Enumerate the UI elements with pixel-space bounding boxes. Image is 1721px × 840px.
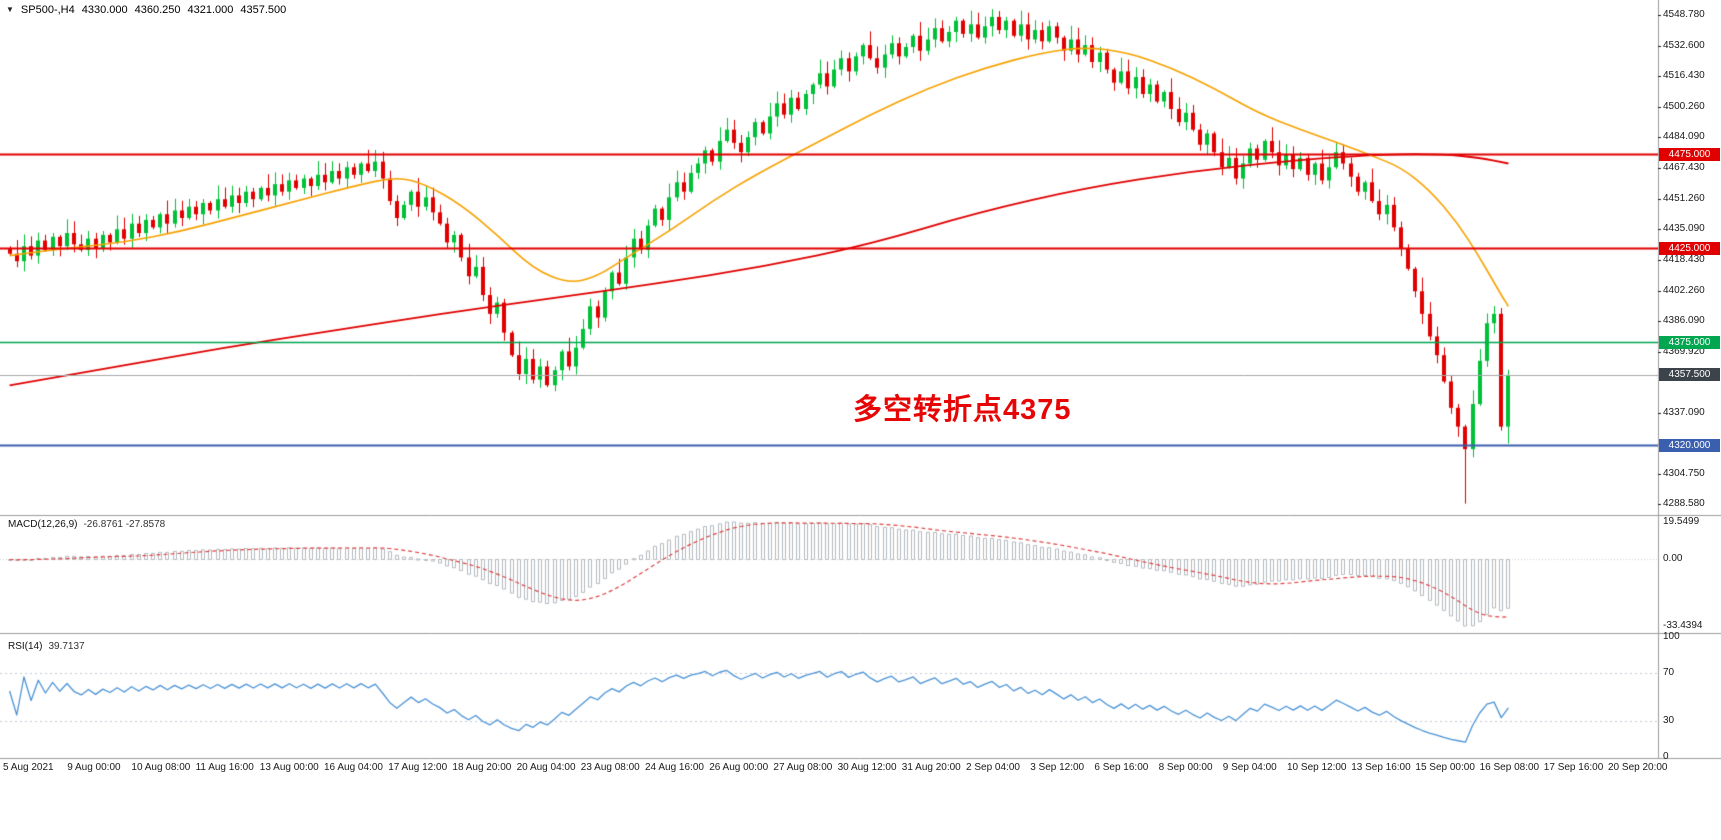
rsi-axis-label: 0 xyxy=(1663,751,1669,762)
macd-axis-label: 0.00 xyxy=(1663,553,1683,565)
time-axis-label: 30 Aug 12:00 xyxy=(837,762,897,773)
macd-indicator-label: MACD(12,26,9) -26.8761 -27.8578 xyxy=(8,519,165,530)
time-axis-label: 5 Aug 2021 xyxy=(3,762,54,773)
price-axis-label: 4532.600 xyxy=(1663,39,1705,51)
price-flag[interactable]: 4320.000 xyxy=(1659,438,1720,452)
time-axis-label: 23 Aug 08:00 xyxy=(580,762,640,773)
macd-axis-label: -33.4394 xyxy=(1663,620,1703,631)
price-axis-label: 4500.260 xyxy=(1663,100,1705,112)
price-flag[interactable]: 4425.000 xyxy=(1659,241,1720,255)
time-axis-label: 11 Aug 16:00 xyxy=(195,762,254,773)
rsi-axis-label: 70 xyxy=(1663,667,1675,678)
time-axis-label: 13 Sep 16:00 xyxy=(1351,762,1411,773)
time-axis-label: 15 Sep 00:00 xyxy=(1415,762,1475,773)
time-axis-label: 27 Aug 08:00 xyxy=(773,762,833,773)
time-axis-label: 9 Aug 00:00 xyxy=(67,762,121,773)
price-axis-label: 4288.580 xyxy=(1663,498,1705,510)
chart-annotation-text[interactable]: 多空转折点4375 xyxy=(853,394,1072,426)
price-axis-label: 4418.430 xyxy=(1663,254,1705,266)
time-axis-label: 24 Aug 16:00 xyxy=(645,762,704,773)
price-axis-label: 4451.260 xyxy=(1663,192,1705,204)
time-axis-label: 31 Aug 20:00 xyxy=(901,762,961,773)
price-flag[interactable]: 4475.000 xyxy=(1659,147,1720,161)
time-axis-label: 20 Aug 04:00 xyxy=(516,762,576,773)
rsi-axis-label: 30 xyxy=(1663,715,1675,726)
macd-label-name: MACD(12,26,9) xyxy=(8,519,78,530)
price-axis-label: 4484.090 xyxy=(1663,131,1705,143)
time-axis-label: 3 Sep 12:00 xyxy=(1030,762,1085,773)
time-axis-label: 17 Sep 16:00 xyxy=(1543,762,1604,773)
time-axis-label: 8 Sep 00:00 xyxy=(1158,762,1213,773)
time-axis-label: 9 Sep 04:00 xyxy=(1222,762,1277,773)
price-axis-label: 4467.430 xyxy=(1663,162,1705,174)
close-value: 4357.500 xyxy=(240,4,287,16)
high-value: 4360.250 xyxy=(134,4,181,16)
low-value: 4321.000 xyxy=(187,4,234,16)
rsi-indicator-label: RSI(14) 39.7137 xyxy=(8,641,85,652)
macd-axis-label: 19.5499 xyxy=(1663,516,1700,527)
dropdown-triangle-icon[interactable]: ▼ xyxy=(6,5,14,14)
macd-label-values: -26.8761 -27.8578 xyxy=(83,519,166,530)
price-axis-label: 4386.090 xyxy=(1663,315,1705,327)
price-flag[interactable]: 4357.500 xyxy=(1659,368,1720,382)
price-axis-label: 4516.430 xyxy=(1663,70,1705,82)
price-axis-label: 4369.920 xyxy=(1663,345,1705,357)
rsi-axis-label: 100 xyxy=(1663,631,1680,642)
time-axis-label: 10 Aug 08:00 xyxy=(131,762,191,773)
price-axis-label: 4337.090 xyxy=(1663,407,1705,419)
time-axis-label: 18 Aug 20:00 xyxy=(452,762,512,773)
time-axis-label: 16 Sep 08:00 xyxy=(1479,762,1540,773)
price-axis-label: 4402.260 xyxy=(1663,284,1705,296)
symbol-name: SP500-,H4 xyxy=(20,4,75,16)
price-axis-label: 4304.750 xyxy=(1663,468,1705,480)
rsi-label-name: RSI(14) xyxy=(8,641,43,652)
time-axis-label: 2 Sep 04:00 xyxy=(966,762,1020,773)
time-axis-label: 17 Aug 12:00 xyxy=(388,762,448,773)
rsi-label-value: 39.7137 xyxy=(48,641,85,652)
time-axis-label: 13 Aug 00:00 xyxy=(259,762,319,773)
time-axis-label: 16 Aug 04:00 xyxy=(324,762,383,773)
time-axis-label: 10 Sep 12:00 xyxy=(1287,762,1347,773)
time-axis-label: 6 Sep 16:00 xyxy=(1094,762,1149,773)
open-value: 4330.000 xyxy=(81,4,128,16)
time-axis-label: 26 Aug 00:00 xyxy=(709,762,769,773)
price-axis-label: 4548.780 xyxy=(1663,9,1705,21)
symbol-info-line: ▼ SP500-,H4 4330.000 4360.250 4321.000 4357.5… xyxy=(6,4,293,16)
price-axis-label: 4435.090 xyxy=(1663,223,1705,235)
time-axis-label: 20 Sep 20:00 xyxy=(1608,762,1668,773)
price-flag[interactable]: 4375.000 xyxy=(1659,335,1720,349)
